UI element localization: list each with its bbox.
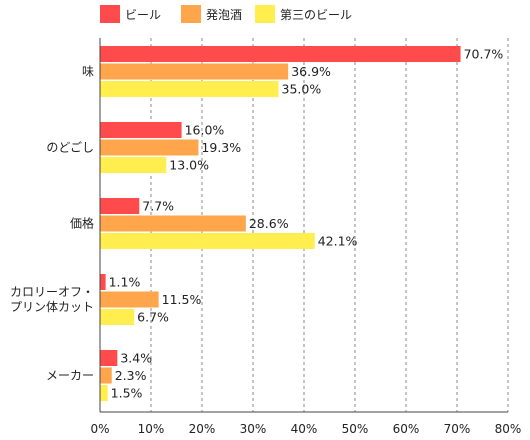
labels: 70.7% 36.9% 35.0% 味 16.0% 19.3% 13.0% のどごし 7.7% 2… <box>10 47 521 437</box>
bars <box>100 46 461 401</box>
data-label-4-1: 2.3% <box>115 368 147 383</box>
data-label-0-0: 70.7% <box>464 47 504 62</box>
data-label-4-0: 3.4% <box>120 351 152 366</box>
bar-4-2 <box>100 385 108 401</box>
data-label-0-1: 36.9% <box>291 64 331 79</box>
data-label-2-1: 28.6% <box>249 216 289 231</box>
x-tick-label-1: 10% <box>138 422 165 436</box>
data-label-3-1: 11.5% <box>162 292 202 307</box>
bar-0-2 <box>100 81 279 97</box>
bar-1-0 <box>100 122 182 138</box>
x-tick-label-5: 50% <box>342 422 369 436</box>
axes <box>99 38 508 413</box>
data-label-2-0: 7.7% <box>142 199 174 214</box>
legend-label-0: ビール <box>125 8 161 22</box>
data-label-1-0: 16.0% <box>185 123 225 138</box>
legend-swatch-2 <box>255 5 275 23</box>
category-label-3-0: カロリーオフ・ <box>10 285 94 299</box>
category-label-4-0: メーカー <box>46 369 94 383</box>
x-tick-label-2: 20% <box>189 422 216 436</box>
bar-4-0 <box>100 350 118 366</box>
data-label-0-2: 35.0% <box>282 82 322 97</box>
x-tick-label-4: 40% <box>291 422 318 436</box>
data-label-3-0: 1.1% <box>109 275 141 290</box>
data-label-3-2: 6.7% <box>137 310 169 325</box>
bar-1-1 <box>100 139 199 156</box>
bar-4-1 <box>100 367 112 384</box>
category-label-0-0: 味 <box>82 65 94 79</box>
bar-3-0 <box>100 274 106 290</box>
category-label-1-0: のどごし <box>46 140 94 155</box>
legend: ビール 発泡酒 第三のビール <box>100 5 352 23</box>
x-tick-label-0: 0% <box>90 422 109 436</box>
bar-3-1 <box>100 291 159 308</box>
bar-0-1 <box>100 63 289 80</box>
legend-swatch-1 <box>181 5 201 23</box>
category-label-3-1: プリン体カット <box>10 300 94 314</box>
x-tick-label-8: 80% <box>495 422 522 436</box>
data-label-4-2: 1.5% <box>111 386 143 401</box>
legend-label-1: 発泡酒 <box>206 8 242 22</box>
x-tick-label-3: 30% <box>240 422 267 436</box>
bar-2-1 <box>100 215 246 232</box>
bar-1-2 <box>100 157 167 173</box>
bar-3-2 <box>100 309 135 325</box>
data-label-1-2: 13.0% <box>169 158 209 173</box>
x-tick-label-6: 60% <box>393 422 420 436</box>
x-tick-label-7: 70% <box>444 422 471 436</box>
bar-2-0 <box>100 198 140 214</box>
bar-2-2 <box>100 233 315 249</box>
legend-label-2: 第三のビール <box>280 8 352 22</box>
category-label-2-0: 価格 <box>70 216 94 231</box>
data-label-1-1: 19.3% <box>201 140 241 155</box>
data-label-2-2: 42.1% <box>318 234 358 249</box>
legend-swatch-0 <box>100 5 120 23</box>
bar-0-0 <box>100 46 461 62</box>
